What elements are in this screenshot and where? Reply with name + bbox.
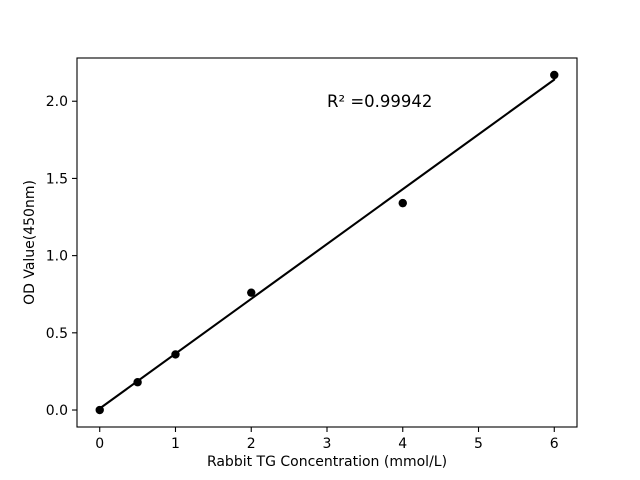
data-points xyxy=(95,70,559,415)
y-tick-label: 1.5 xyxy=(46,171,68,187)
data-point xyxy=(398,198,407,208)
x-axis-label: Rabbit TG Concentration (mmol/L) xyxy=(207,454,447,470)
y-axis-ticks: 0.0 0.5 1.0 1.5 2.0 xyxy=(46,94,77,419)
r-squared-annotation: R² =0.99942 xyxy=(327,92,432,111)
x-tick-label: 0 xyxy=(95,436,104,452)
x-tick-label: 4 xyxy=(398,436,407,452)
x-tick-label: 2 xyxy=(247,436,256,452)
y-axis-label: OD Value(450nm) xyxy=(22,180,38,305)
data-point xyxy=(550,70,559,80)
x-tick-label: 6 xyxy=(550,436,559,452)
x-tick-label: 5 xyxy=(474,436,483,452)
y-tick-label: 2.0 xyxy=(46,94,68,110)
x-tick-label: 1 xyxy=(171,436,180,452)
fit-line xyxy=(98,78,556,410)
x-tick-label: 3 xyxy=(323,436,332,452)
y-tick-label: 0.0 xyxy=(46,403,68,419)
x-axis-ticks: 0 1 2 3 4 5 6 xyxy=(95,427,559,452)
y-tick-label: 1.0 xyxy=(46,249,68,265)
data-point xyxy=(247,288,256,297)
data-point xyxy=(171,350,180,359)
y-tick-label: 0.5 xyxy=(46,326,68,342)
data-point xyxy=(133,378,142,387)
data-point xyxy=(95,405,104,415)
